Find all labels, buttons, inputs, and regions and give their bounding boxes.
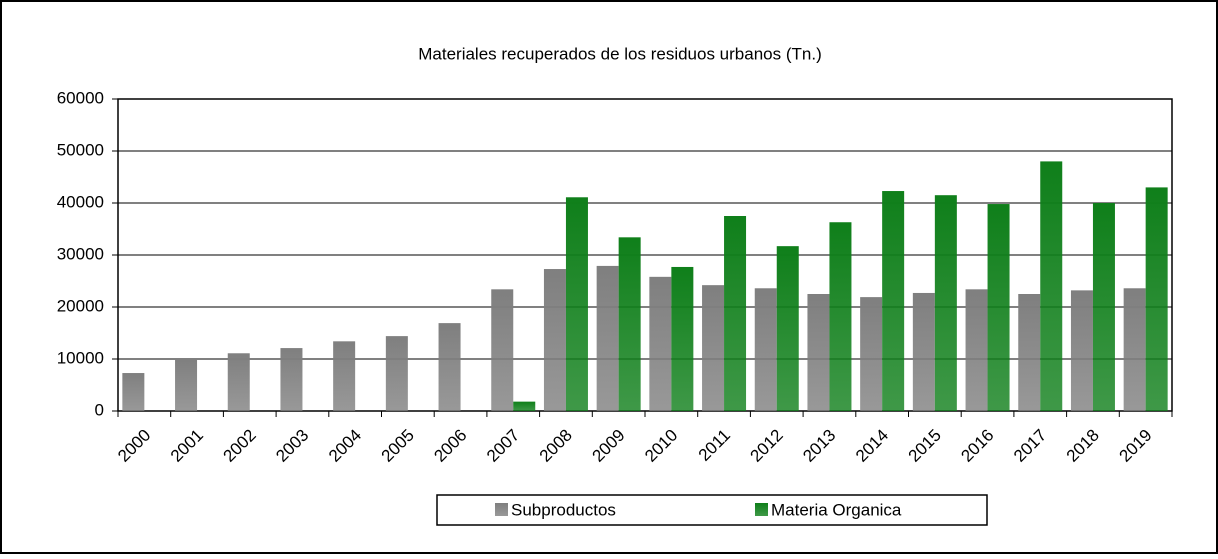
- bar: [807, 294, 830, 411]
- bar: [829, 222, 852, 411]
- bar: [1123, 288, 1146, 411]
- bar: [122, 373, 145, 411]
- bar: [491, 289, 514, 411]
- bar: [438, 323, 461, 411]
- bar: [1145, 187, 1168, 411]
- bar: [513, 401, 536, 411]
- bar: [1070, 290, 1093, 411]
- chart-title: Materiales recuperados de los residuos u…: [418, 44, 821, 63]
- legend-swatch: [755, 503, 768, 516]
- bar: [776, 246, 799, 411]
- bar: [543, 269, 566, 411]
- bar: [618, 237, 641, 411]
- bar: [671, 266, 694, 411]
- bar: [385, 336, 408, 411]
- bar: [724, 216, 747, 411]
- y-tick-label: 30000: [57, 244, 104, 263]
- bar: [965, 289, 988, 411]
- bar: [1040, 161, 1063, 411]
- bar: [1092, 203, 1115, 411]
- legend-box: [436, 494, 988, 526]
- bar: [987, 204, 1010, 411]
- bar: [175, 359, 198, 411]
- bar: [596, 265, 619, 411]
- legend-label: Materia Organica: [771, 500, 902, 519]
- bar: [912, 292, 935, 411]
- y-tick-label: 50000: [57, 140, 104, 159]
- y-tick-label: 40000: [57, 192, 104, 211]
- bar: [882, 191, 905, 411]
- bar: [649, 276, 672, 411]
- bar: [280, 348, 303, 411]
- bar: [565, 197, 588, 411]
- y-tick-label: 10000: [57, 348, 104, 367]
- y-tick-label: 0: [95, 400, 104, 419]
- bar: [1018, 294, 1041, 411]
- bar: [754, 288, 777, 411]
- legend-label: Subproductos: [511, 500, 616, 519]
- bar: [702, 285, 725, 411]
- bar: [860, 297, 883, 411]
- legend-swatch: [495, 503, 508, 516]
- bar: [934, 195, 957, 411]
- bar: [227, 353, 250, 411]
- y-tick-label: 60000: [57, 88, 104, 107]
- y-tick-label: 20000: [57, 296, 104, 315]
- bar: [333, 341, 356, 411]
